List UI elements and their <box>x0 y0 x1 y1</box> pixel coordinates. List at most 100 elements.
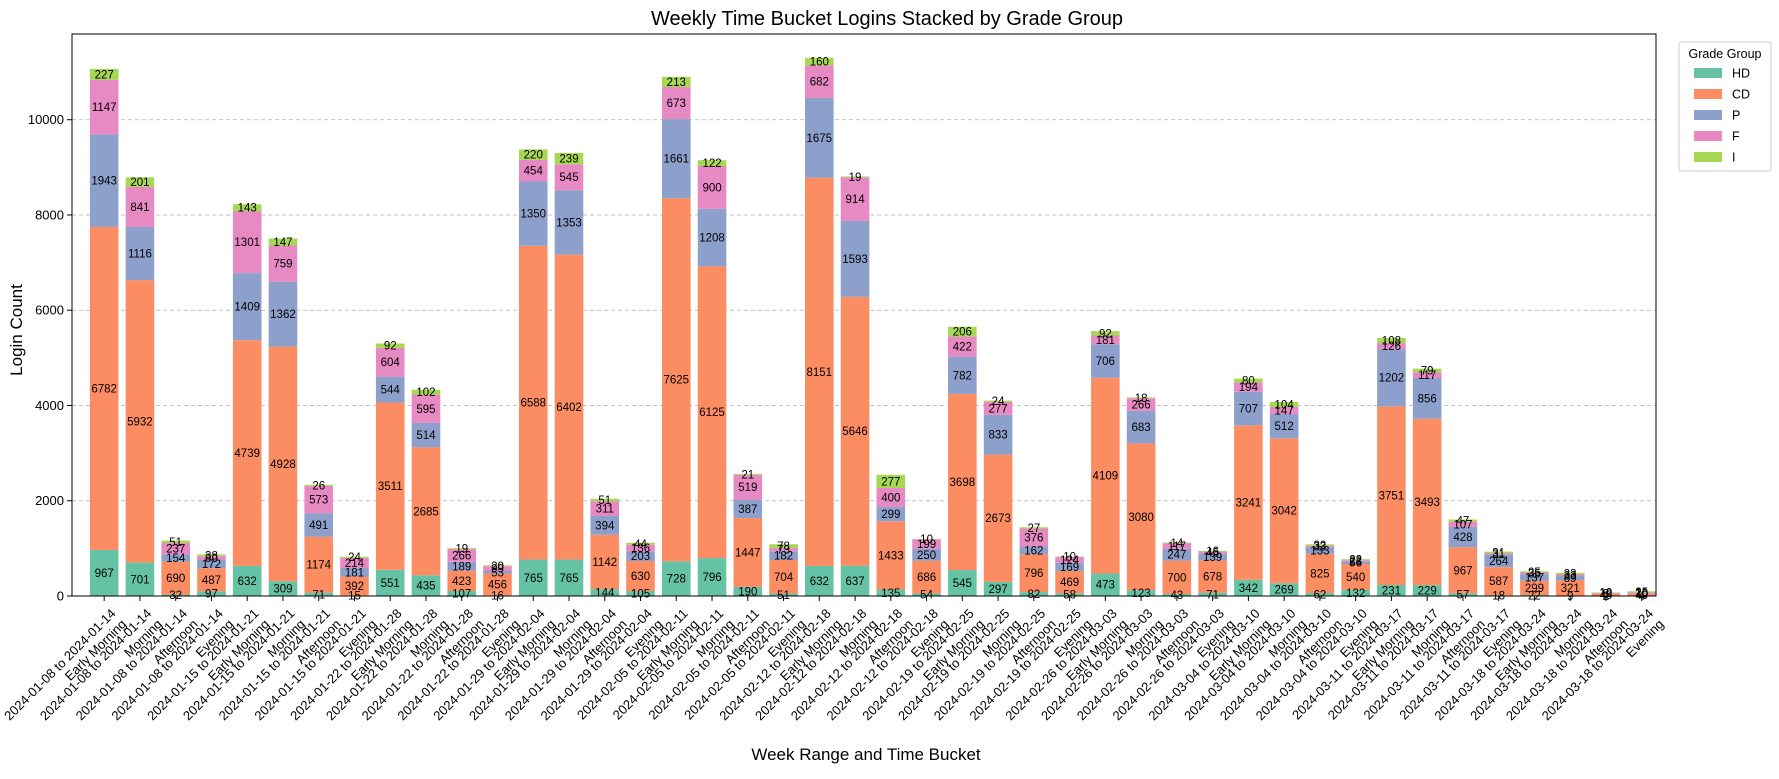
bar-value-label: 1447 <box>735 547 761 559</box>
bar-value-label: 469 <box>1060 577 1079 589</box>
bar-value-label: 3511 <box>378 481 403 493</box>
bar-value-label: 6588 <box>520 398 546 410</box>
bar-value-label: 3241 <box>1236 498 1262 510</box>
chart-title: Weekly Time Bucket Logins Stacked by Gra… <box>651 8 1123 30</box>
bar-value-label: 473 <box>1096 580 1115 592</box>
bar-value-label: 22 <box>1349 555 1362 567</box>
bar-value-label: 796 <box>1024 568 1043 580</box>
bar-value-label: 92 <box>384 341 397 353</box>
bar-value-label: 825 <box>1310 568 1329 580</box>
bar-value-label: 299 <box>881 509 900 521</box>
bar-value-label: 162 <box>1024 545 1043 557</box>
legend-swatch-f <box>1694 131 1722 141</box>
bar-value-label: 678 <box>1203 571 1222 583</box>
bar-value-label: 4739 <box>234 448 260 460</box>
bar-value-label: 1116 <box>128 249 152 261</box>
bar-value-label: 400 <box>881 493 900 505</box>
bar-value-label: 342 <box>1239 583 1258 595</box>
bar-value-label: 1409 <box>234 302 260 314</box>
bar-value-label: 21 <box>741 469 754 481</box>
bar-value-label: 700 <box>1167 572 1186 584</box>
bar-value-label: 519 <box>738 482 757 494</box>
bar-value-label: 683 <box>1132 422 1151 434</box>
bar-value-label: 3751 <box>1379 491 1405 503</box>
y-axis-label: Login Count <box>7 284 26 376</box>
bar-value-label: 24 <box>348 552 361 564</box>
bar-value-label: 213 <box>667 77 686 89</box>
bar-value-label: 551 <box>381 578 400 590</box>
bar-value-label: 1593 <box>842 254 868 266</box>
bar-value-label: 604 <box>381 357 401 369</box>
bar-value-label: 673 <box>667 98 686 110</box>
bar-value-label: 277 <box>881 476 900 488</box>
bar-value-label: 32 <box>1313 540 1326 552</box>
bar-value-label: 189 <box>452 561 471 573</box>
bar-value-label: 706 <box>1096 356 1115 368</box>
legend-label-p: P <box>1732 109 1740 123</box>
bar-value-label: 7625 <box>663 375 689 387</box>
bar-value-label: 299 <box>1525 583 1544 595</box>
bar-value-label: 1301 <box>234 237 260 249</box>
bar-value-label: 423 <box>452 576 471 588</box>
bar-value-label: 220 <box>524 150 543 162</box>
bar-value-label: 14 <box>1170 538 1183 550</box>
bar-value-label: 1943 <box>91 176 117 188</box>
bar-value-label: 20 <box>491 561 504 573</box>
bar-value-label: 759 <box>273 259 292 271</box>
bar-value-label: 914 <box>845 194 865 206</box>
bar-value-label: 102 <box>416 387 435 399</box>
bar-value-label: 160 <box>810 57 829 69</box>
bar-value-label: 632 <box>810 576 829 588</box>
bar-value-label: 1433 <box>878 550 904 562</box>
bar-value-label: 1147 <box>92 102 117 114</box>
bar-value-label: 3042 <box>1271 506 1297 518</box>
bar-value-label: 4928 <box>270 459 296 471</box>
y-tick-label: 8000 <box>35 207 64 222</box>
bar-value-label: 595 <box>416 404 435 416</box>
bar-value-label: 38 <box>205 550 218 562</box>
bar-value-label: 309 <box>273 584 292 596</box>
bar-value-label: 1142 <box>592 557 617 569</box>
bar-value-label: 78 <box>777 541 790 553</box>
bar-value-label: 456 <box>488 579 507 591</box>
y-tick-label: 10000 <box>28 112 64 127</box>
bar-value-label: 31 <box>1492 547 1505 559</box>
bar-value-label: 1208 <box>699 233 725 245</box>
bar-value-label: 10 <box>920 534 933 546</box>
bar-value-label: 6402 <box>556 402 582 414</box>
legend-label-hd: HD <box>1732 67 1750 81</box>
bar-value-label: 545 <box>953 578 972 590</box>
bar-value-label: 491 <box>309 520 328 532</box>
bar-value-label: 18 <box>1135 393 1148 405</box>
y-tick-label: 0 <box>57 589 64 604</box>
bar-value-label: 80 <box>1242 376 1255 388</box>
bar-value-label: 1675 <box>807 133 833 145</box>
bar-value-label: 143 <box>238 203 257 215</box>
bar-value-label: 841 <box>130 202 149 214</box>
bar-value-label: 2685 <box>413 506 439 518</box>
bar-value-label: 1353 <box>556 217 582 229</box>
bar-value-label: 392 <box>345 581 364 593</box>
bar-value-label: 250 <box>917 550 936 562</box>
bar-value-label: 704 <box>774 572 794 584</box>
bar-value-label: 27 <box>1027 523 1040 535</box>
bar-value-label: 47 <box>1457 516 1470 528</box>
bar-value-label: 514 <box>416 430 436 442</box>
bar-value-label: 573 <box>309 495 328 507</box>
y-tick-label: 6000 <box>35 303 64 318</box>
y-tick-label: 4000 <box>35 398 64 413</box>
legend-title: Grade Group <box>1689 47 1762 61</box>
legend-frame <box>1679 42 1771 171</box>
bar-value-label: 3493 <box>1414 497 1440 509</box>
bar-value-label: 147 <box>273 237 292 249</box>
bar-value-label: 24 <box>992 396 1005 408</box>
bar-value-label: 435 <box>416 581 435 593</box>
x-axis-label: Week Range and Time Bucket <box>751 745 981 764</box>
bar-value-label: 51 <box>598 495 611 507</box>
bar-value-label: 967 <box>95 568 114 580</box>
bar-value-label: 422 <box>953 342 972 354</box>
legend-swatch-i <box>1694 152 1722 162</box>
bar-value-label: 5646 <box>842 426 868 438</box>
